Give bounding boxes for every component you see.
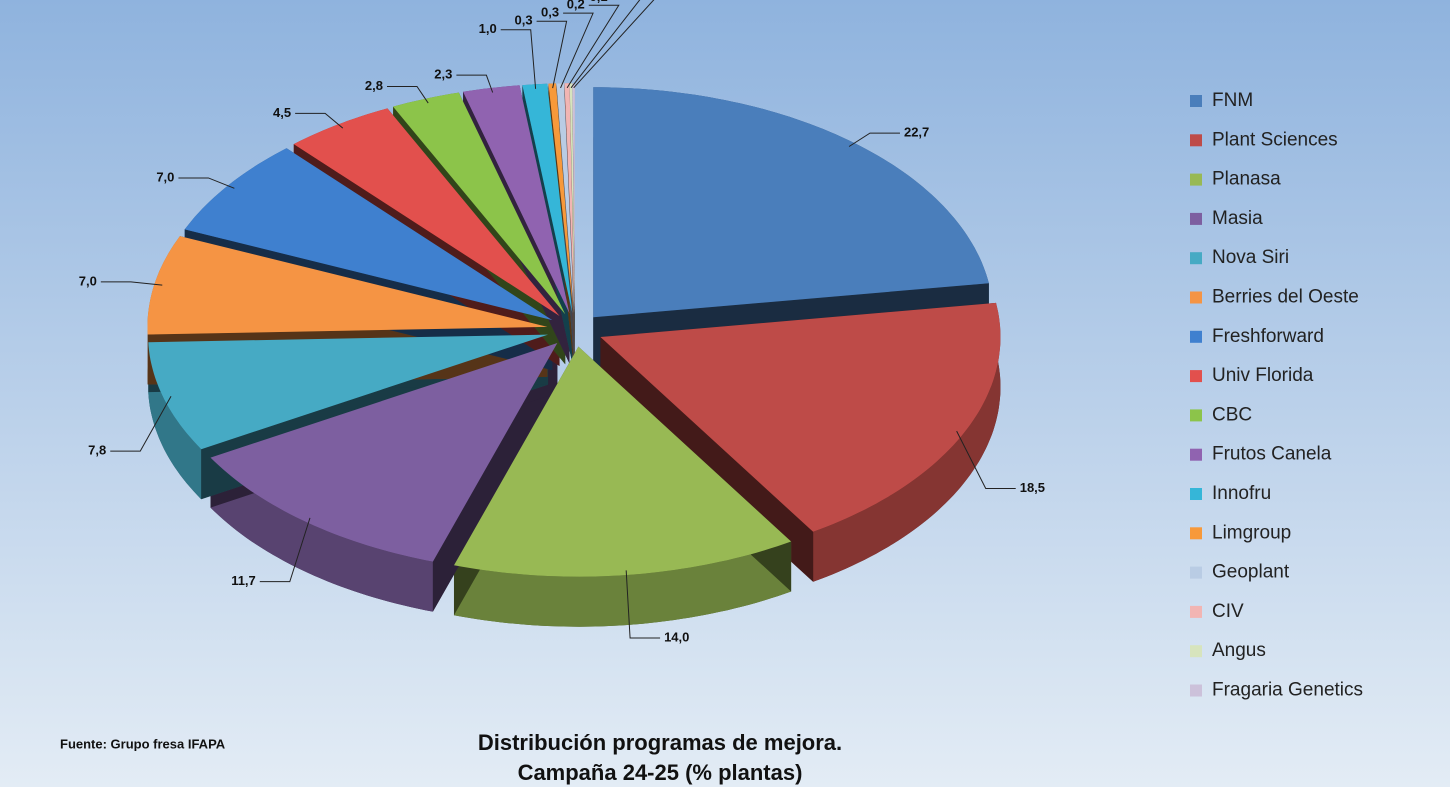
legend-label: Geoplant xyxy=(1212,562,1290,583)
slice xyxy=(600,302,1001,532)
leader-line xyxy=(178,177,235,189)
leader-line xyxy=(110,396,172,452)
legend-swatch xyxy=(1190,95,1202,107)
slice xyxy=(556,83,575,314)
source: Fuente: Grupo fresa IFAPA xyxy=(60,736,226,751)
chart-title: Distribución programas de mejora. xyxy=(478,730,842,755)
slice xyxy=(147,236,548,335)
leader-line xyxy=(536,20,568,89)
leader-line xyxy=(573,0,655,89)
chart-subtitle: Campaña 24-25 (% plantas) xyxy=(518,760,803,785)
labels: 22,7 18,5 14,0 11,7 7,8 7,0 7,0 4,5 2,8 2,3 1,0 0,3… xyxy=(79,0,1045,644)
leader-line xyxy=(456,74,494,93)
slice xyxy=(572,83,575,314)
legend-label: Berries del Oeste xyxy=(1212,287,1359,308)
slice xyxy=(393,92,566,315)
data-label: 4,5 xyxy=(273,105,291,120)
slice-side xyxy=(148,342,202,500)
legend-label: Angus xyxy=(1212,640,1266,661)
slice xyxy=(184,148,553,321)
legend-swatch xyxy=(1190,488,1202,500)
legend-swatch xyxy=(1190,605,1202,618)
legend-swatch xyxy=(1190,173,1202,186)
data-label: 14,0 xyxy=(664,629,689,644)
data-label: 0,3 xyxy=(515,13,533,28)
legend-label: Limgroup xyxy=(1212,522,1291,543)
slice xyxy=(454,346,792,577)
legend-swatch xyxy=(1190,252,1202,265)
leader-line xyxy=(100,281,163,286)
legend-swatch xyxy=(1190,330,1202,343)
slice xyxy=(463,85,570,314)
data-label: 0,3 xyxy=(541,5,559,20)
leader-line xyxy=(259,517,311,583)
leader-line xyxy=(560,12,594,89)
data-label: 0,2 xyxy=(567,0,585,12)
legend-swatch xyxy=(1190,527,1202,540)
legend-label: CBC xyxy=(1212,404,1252,425)
slice-side xyxy=(813,302,1001,582)
slice xyxy=(293,108,560,317)
legend-swatch xyxy=(1190,566,1202,579)
legend-label: Nova Siri xyxy=(1212,247,1289,268)
legend-label: Innofru xyxy=(1212,483,1271,504)
legend-swatch xyxy=(1190,409,1202,422)
legend-swatch xyxy=(1190,645,1202,658)
data-label: 2,3 xyxy=(434,67,452,82)
legend-label: Frutos Canela xyxy=(1212,444,1332,465)
slice xyxy=(210,343,558,562)
slice-side xyxy=(210,457,433,612)
legend-label: Masia xyxy=(1212,208,1263,229)
legend-swatch xyxy=(1190,291,1202,304)
legend-swatch xyxy=(1190,684,1202,697)
data-label: 7,0 xyxy=(156,169,174,184)
legend-swatch xyxy=(1190,212,1202,225)
data-label: 0,1 xyxy=(590,0,608,4)
legend-label: Freshforward xyxy=(1212,326,1324,347)
data-label: 7,0 xyxy=(79,273,97,288)
legend: FNM Plant Sciences Planasa Masia Nova Siri Be… xyxy=(1190,90,1363,701)
leader-line xyxy=(387,85,429,104)
leader-line xyxy=(295,112,344,129)
legend-label: CIV xyxy=(1212,601,1244,622)
slice xyxy=(522,83,573,314)
data-label: 1,0 xyxy=(479,21,497,36)
legend-swatch xyxy=(1190,370,1202,383)
slice-side xyxy=(432,343,558,612)
data-label: 18,5 xyxy=(1020,480,1045,495)
data-label: 7,8 xyxy=(88,443,106,458)
leader-line xyxy=(848,132,900,147)
legend-label: Univ Florida xyxy=(1212,365,1314,386)
slice-side xyxy=(454,541,792,627)
data-label: 11,7 xyxy=(231,573,256,588)
data-label: 22,7 xyxy=(904,125,929,140)
slice xyxy=(569,83,575,314)
legend-label: Planasa xyxy=(1212,169,1281,190)
leader-line xyxy=(625,570,661,639)
slice xyxy=(148,334,549,450)
leader-line xyxy=(500,29,537,89)
slice xyxy=(564,83,575,314)
legend-label: Fragaria Genetics xyxy=(1212,680,1363,701)
legend-swatch xyxy=(1190,448,1202,461)
legend-swatch xyxy=(1190,134,1202,147)
leader-line xyxy=(570,0,641,89)
leader-line xyxy=(566,4,620,89)
leader-line xyxy=(956,430,1016,490)
legend-label: Plant Sciences xyxy=(1212,129,1338,150)
data-label: 2,8 xyxy=(365,78,383,93)
legend-label: FNM xyxy=(1212,90,1253,111)
slice xyxy=(548,83,574,314)
slice-tops xyxy=(147,83,1001,577)
slice xyxy=(593,87,989,318)
